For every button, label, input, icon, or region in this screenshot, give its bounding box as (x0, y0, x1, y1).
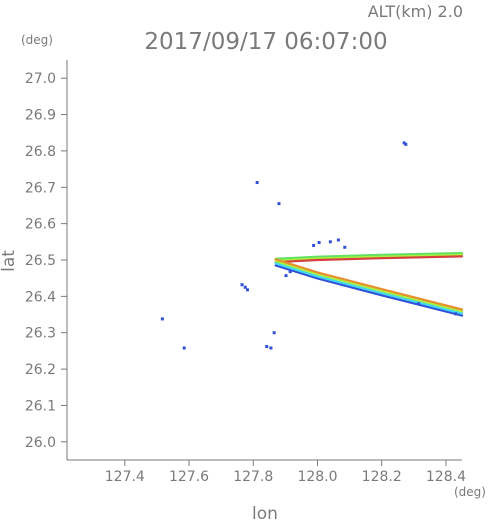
echo-point (245, 288, 249, 292)
echo-point (417, 302, 421, 306)
echo-point (272, 331, 276, 335)
echo-point (182, 346, 186, 350)
y-tick-label: 26.8 (25, 144, 56, 160)
y-unit-label: (deg) (21, 33, 53, 47)
x-unit-label: (deg) (454, 485, 486, 499)
echo-point (243, 285, 247, 289)
y-tick-label: 26.6 (25, 217, 56, 233)
echo-point (328, 240, 332, 244)
echo-point (343, 245, 347, 249)
echo-point (269, 346, 273, 350)
echo-point (288, 270, 292, 274)
echo-point (255, 181, 259, 185)
x-tick-label: 128.0 (297, 469, 337, 485)
x-tick-label: 127.8 (233, 469, 273, 485)
x-tick-label: 127.4 (105, 469, 145, 485)
echo-points (160, 141, 458, 350)
chart-timestamp-title: 2017/09/17 06:07:00 (144, 29, 387, 55)
y-tick-label: 26.5 (25, 253, 56, 269)
y-tick-label: 26.0 (25, 435, 56, 451)
axis-ticks: 26.0 26.1 26.2 26.3 26.4 26.5 26.6 26.7 26.8 26.9… (25, 71, 466, 485)
upper-streak-red-band (274, 255, 464, 264)
lower-streak-blue-band (274, 264, 464, 317)
scan-streaks (274, 252, 464, 317)
echo-point (454, 312, 458, 316)
y-axis-title: lat (0, 250, 19, 272)
y-tick-label: 26.7 (25, 180, 56, 196)
x-tick-label: 127.6 (169, 469, 209, 485)
lower-streak-green-band (274, 260, 464, 313)
lower-streak-orange-band (274, 258, 464, 311)
plot-frame (66, 60, 462, 461)
upper-streak-green-band (274, 253, 464, 262)
echo-point (284, 274, 288, 278)
y-tick-label: 26.2 (25, 362, 56, 378)
y-tick-label: 26.3 (25, 326, 56, 342)
y-tick-label: 26.4 (25, 289, 56, 305)
y-tick-label: 26.1 (25, 398, 56, 414)
x-tick-label: 128.2 (362, 469, 402, 485)
echo-point (404, 142, 408, 146)
echo-point (240, 283, 244, 287)
y-tick-label: 27.0 (25, 71, 56, 87)
echo-point (277, 202, 281, 206)
x-tick-label: 128.4 (426, 469, 466, 485)
y-tick-label: 26.9 (25, 108, 56, 124)
echo-point (265, 345, 269, 349)
echo-point (336, 238, 340, 242)
upper-streak-lime-band (274, 252, 464, 260)
echo-point (402, 141, 406, 145)
x-axis-title: lon (252, 504, 278, 521)
altitude-label: ALT(km) 2.0 (368, 2, 463, 21)
echo-point (317, 241, 321, 245)
echo-point (160, 317, 164, 321)
echo-point (312, 243, 316, 247)
lower-streak-cyan-band (274, 262, 464, 315)
